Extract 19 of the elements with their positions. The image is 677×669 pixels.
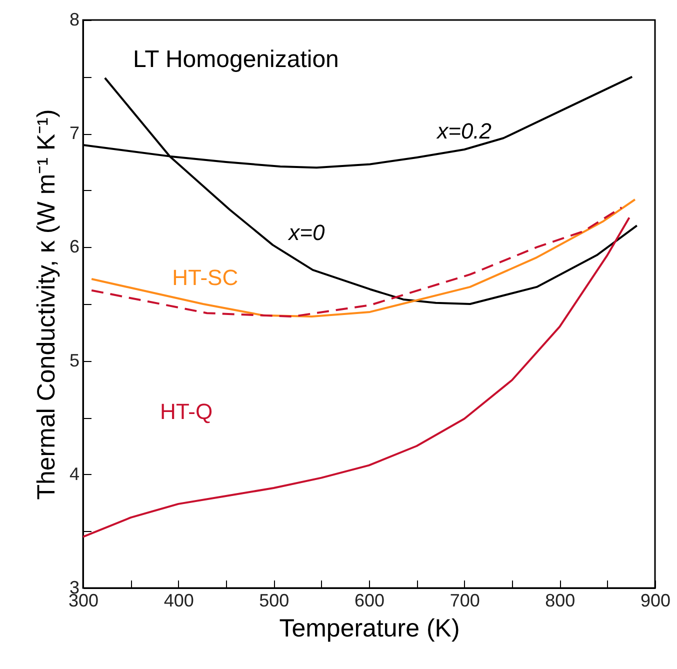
- annotation: LT Homogenization: [133, 46, 339, 73]
- y-tick-label: 8: [69, 10, 80, 30]
- y-tick-label: 5: [69, 350, 80, 370]
- x-tick-label: 900: [640, 590, 671, 610]
- series-label: x=0: [288, 220, 326, 245]
- x-tick-label: 600: [354, 590, 385, 610]
- x-tick-label: 800: [545, 590, 576, 610]
- series-label: x=0.2: [436, 118, 492, 144]
- y-axis-title: Thermal Conductivity, κ (W m⁻¹ K⁻¹): [32, 109, 60, 500]
- y-tick-label: 6: [69, 236, 80, 257]
- x-tick-label: 500: [259, 590, 290, 610]
- y-tick-label: 4: [69, 464, 80, 484]
- y-tick-label: 7: [69, 123, 80, 144]
- line-series: [83, 216, 630, 538]
- x-axis-title: Temperature (K): [279, 614, 460, 642]
- text: HT-Q: [160, 398, 213, 424]
- x-tick-label: 700: [450, 590, 480, 610]
- series-label: HT-SC: [172, 265, 238, 290]
- x-tick-label: 400: [164, 590, 194, 610]
